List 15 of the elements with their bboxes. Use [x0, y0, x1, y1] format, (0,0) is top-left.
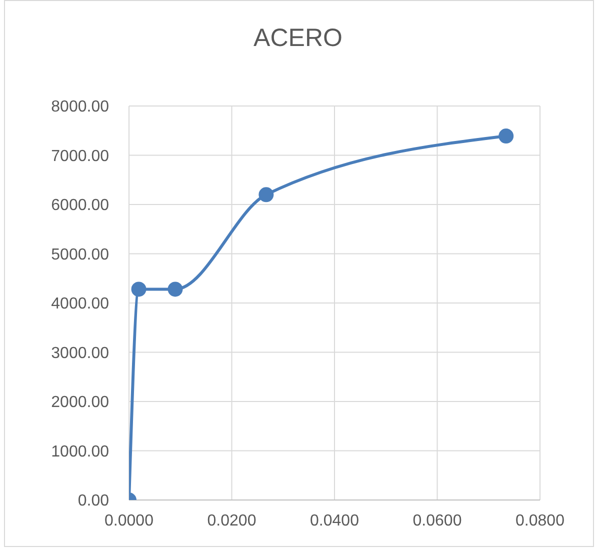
- x-tick-label: 0.0200: [207, 512, 256, 530]
- y-tick-label: 4000.00: [51, 296, 110, 313]
- x-tick-label: 0.0400: [310, 512, 360, 530]
- y-tick-label: 5000.00: [51, 246, 110, 264]
- x-tick-label: 0.0600: [412, 512, 462, 530]
- y-tick-label: 6000.00: [51, 197, 110, 214]
- y-tick-label: 8000.00: [51, 98, 110, 116]
- x-tick-label: 0.0800: [516, 512, 565, 530]
- chart-title: ACERO: [252, 24, 344, 53]
- x-tick-label: 0.0000: [104, 512, 154, 530]
- y-tick-label: 2000.00: [51, 394, 110, 412]
- y-tick-label: 0.00: [78, 492, 110, 510]
- y-tick-label: 3000.00: [51, 344, 110, 362]
- y-tick-label: 1000.00: [51, 443, 110, 460]
- y-tick-label: 7000.00: [51, 148, 110, 165]
